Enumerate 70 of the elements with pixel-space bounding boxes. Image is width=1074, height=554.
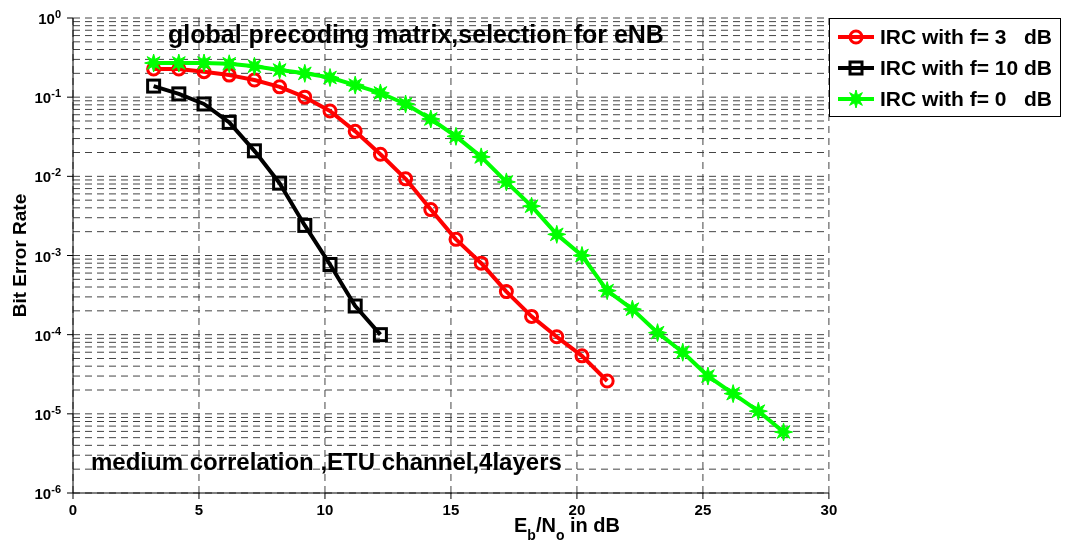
point: [221, 67, 237, 83]
y-tick-label: 10$^{-6}$: [34, 483, 61, 502]
point: [169, 53, 189, 73]
x-tick-label: 5: [194, 501, 204, 518]
point: [522, 196, 542, 216]
point: [372, 146, 388, 162]
point: [297, 217, 313, 233]
point: [622, 299, 642, 319]
legend-label: IRC with f= 0 dB: [879, 86, 1052, 111]
point: [648, 323, 668, 343]
y-tick-label: 10$^{-4}$: [34, 324, 62, 344]
y-tick-label: 10$^{-5}$: [34, 403, 61, 423]
point: [347, 123, 363, 139]
x-tick-label: 10: [316, 501, 334, 518]
y-tick-label: 10$^{-3}$: [34, 245, 61, 265]
x-tick-label: 0: [68, 501, 78, 518]
point: [547, 224, 567, 244]
point: [524, 308, 540, 324]
point: [673, 342, 693, 362]
point: [473, 255, 489, 271]
y-tick-label: 10$^{-1}$: [34, 87, 61, 107]
point: [270, 60, 290, 80]
point: [246, 72, 262, 88]
y-tick-label: 10$^{0}$: [38, 8, 61, 27]
point: [572, 246, 592, 265]
point: [597, 281, 617, 301]
point: [322, 256, 338, 272]
point: [421, 109, 441, 129]
point: [396, 94, 416, 114]
x-tick-label: 25: [694, 501, 712, 518]
point: [471, 147, 491, 167]
point: [272, 79, 288, 95]
point: [574, 348, 590, 364]
point: [496, 172, 516, 192]
point: [244, 56, 264, 76]
x-tick-label: 30: [820, 501, 838, 518]
point: [345, 75, 365, 95]
legend-label: IRC with f= 10 dB: [879, 55, 1052, 80]
y-tick-label: 10$^{-2}$: [34, 166, 61, 186]
point: [221, 114, 237, 130]
point: [446, 126, 466, 146]
point: [549, 329, 565, 345]
point: [698, 366, 718, 386]
point: [398, 171, 414, 187]
legend-label: IRC with f= 3 dB: [879, 24, 1052, 49]
point: [423, 202, 439, 218]
point: [599, 373, 615, 389]
point: [774, 422, 794, 442]
point: [144, 53, 164, 73]
point: [372, 327, 388, 343]
point: [146, 78, 162, 94]
point: [295, 63, 315, 83]
point: [320, 68, 340, 88]
point: [171, 86, 187, 102]
point: [219, 54, 239, 74]
point: [347, 298, 363, 314]
annotation: medium correlation ,ETU channel,4layers: [91, 448, 562, 476]
point: [196, 96, 212, 112]
point: [194, 53, 214, 73]
point: [448, 231, 464, 247]
point: [246, 143, 262, 159]
point: [297, 89, 313, 105]
point: [322, 103, 338, 119]
x-tick-label: 15: [442, 501, 460, 518]
point: [498, 284, 514, 300]
point: [723, 384, 743, 404]
y-axis-title: Bit Error Rate: [9, 193, 30, 318]
point: [272, 175, 288, 191]
point: [748, 401, 768, 421]
point: [370, 83, 390, 103]
